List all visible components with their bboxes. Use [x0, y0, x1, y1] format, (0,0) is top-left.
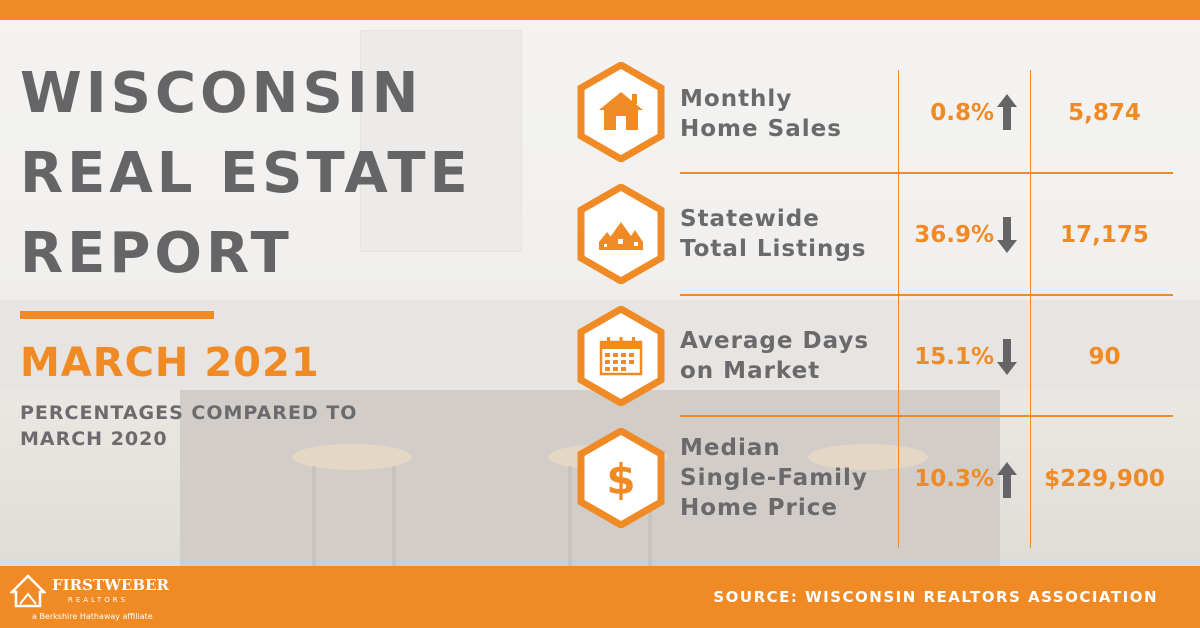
metric-label-line: Home Price	[680, 495, 838, 521]
metric-label-line: Monthly	[680, 86, 793, 112]
metric-value: 17,175	[1060, 222, 1149, 248]
metric-days-on-market: Average Days on Market 15.1% 90	[577, 306, 1187, 406]
metric-label: Monthly Home Sales	[680, 84, 895, 144]
metric-percent: 10.3%	[914, 466, 994, 492]
metric-label-line: Total Listings	[680, 236, 867, 262]
top-accent-bar	[0, 0, 1200, 20]
calendar-icon	[577, 306, 665, 406]
comparison-note: PERCENTAGES COMPARED TO MARCH 2020	[20, 402, 358, 450]
hexagon-badge	[577, 184, 665, 284]
metric-value: 90	[1088, 344, 1121, 370]
background-stool-leg	[648, 466, 652, 586]
background-stool-leg	[568, 466, 572, 586]
metric-label: Statewide Total Listings	[680, 204, 895, 264]
arrow-down-icon	[997, 217, 1017, 253]
brand-subtitle: REALTORS	[68, 596, 129, 604]
arrow-up-icon	[997, 462, 1017, 498]
report-title: WISCONSIN REAL ESTATE REPORT	[20, 54, 560, 294]
title-line: WISCONSIN	[20, 61, 423, 126]
metric-value: $229,900	[1044, 466, 1165, 492]
house-icon	[577, 62, 665, 162]
metric-median-price: $ Median Single-Family Home Price 10.3% …	[577, 428, 1187, 528]
metric-label-line: on Market	[680, 358, 821, 384]
row-divider	[680, 172, 1173, 174]
neighborhood-icon	[577, 184, 665, 284]
row-divider	[680, 415, 1173, 417]
metric-label-line: Average Days	[680, 328, 870, 354]
footer-bar	[0, 566, 1200, 628]
metric-label-line: Single-Family	[680, 465, 868, 491]
dollar-icon: $	[577, 428, 665, 528]
arrow-up-icon	[997, 94, 1017, 130]
house-logo-icon	[10, 574, 46, 608]
background-stool-leg	[312, 466, 316, 586]
title-line: REAL ESTATE	[20, 141, 472, 206]
metric-percent: 0.8%	[930, 100, 994, 126]
metric-monthly-home-sales: Monthly Home Sales 0.8% 5,874	[577, 62, 1187, 162]
row-divider	[680, 294, 1173, 296]
metric-percent: 36.9%	[914, 222, 994, 248]
svg-text:$: $	[606, 455, 635, 504]
metric-percent: 15.1%	[914, 344, 994, 370]
report-month: MARCH 2021	[20, 340, 320, 386]
title-line: REPORT	[20, 221, 293, 286]
background-stool	[808, 444, 928, 470]
source-credit: SOURCE: WISCONSIN REALTORS ASSOCIATION	[713, 588, 1158, 606]
metric-label-line: Median	[680, 435, 781, 461]
metric-label-line: Statewide	[680, 206, 820, 232]
title-divider	[20, 311, 214, 319]
brand-logo: FIRSTWEBER REALTORS a Berkshire Hathaway…	[10, 572, 170, 624]
brand-name: FIRSTWEBER	[52, 576, 169, 594]
metric-label-line: Home Sales	[680, 116, 842, 142]
brand-affiliate: a Berkshire Hathaway affiliate	[32, 612, 153, 621]
metric-total-listings: Statewide Total Listings 36.9% 17,175	[577, 184, 1187, 284]
column-divider	[1030, 70, 1031, 548]
background-stool-leg	[392, 466, 396, 586]
metric-label: Median Single-Family Home Price	[680, 433, 895, 523]
hexagon-badge	[577, 62, 665, 162]
hexagon-badge	[577, 306, 665, 406]
background-stool	[292, 444, 412, 470]
metric-label: Average Days on Market	[680, 326, 895, 386]
hexagon-badge: $	[577, 428, 665, 528]
metric-value: 5,874	[1068, 100, 1141, 126]
background-cabinet	[360, 30, 522, 252]
arrow-down-icon	[997, 339, 1017, 375]
column-divider	[898, 70, 899, 548]
